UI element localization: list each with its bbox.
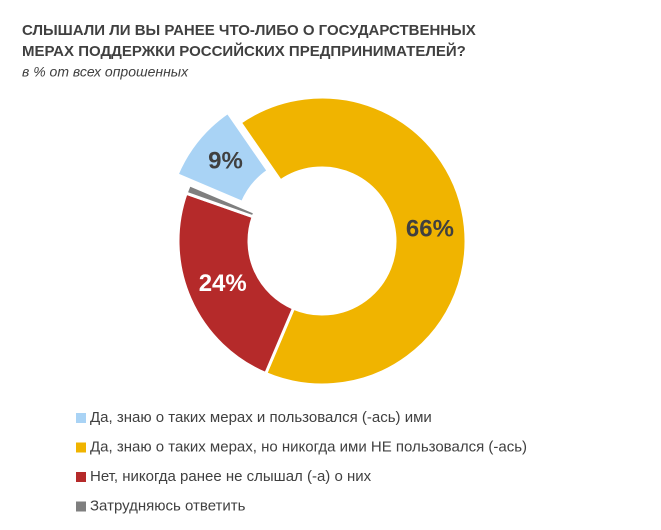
legend-swatch <box>76 413 86 423</box>
legend-label: Да, знаю о таких мерах и пользовался (-а… <box>90 409 432 426</box>
legend-swatch <box>76 472 86 482</box>
donut-slice <box>175 110 271 205</box>
legend-swatch <box>76 501 86 512</box>
chart-title: СЛЫШАЛИ ЛИ ВЫ РАНЕЕ ЧТО-ЛИБО О ГОСУДАРСТ… <box>22 22 476 39</box>
donut-slice <box>176 191 296 376</box>
value-label: 66% <box>406 215 454 242</box>
legend-label: Затрудняюсь ответить <box>90 497 246 514</box>
chart-subtitle: в % от всех опрошенных <box>22 64 189 80</box>
legend-swatch <box>76 442 86 453</box>
donut-slice <box>184 182 257 219</box>
legend-label: Нет, никогда ранее не слышал (-а) о них <box>90 468 372 485</box>
value-label: 9% <box>208 148 243 175</box>
donut-slice <box>238 95 468 387</box>
value-label: 24% <box>199 270 247 297</box>
chart-title: МЕРАХ ПОДДЕРЖКИ РОССИЙСКИХ ПРЕДПРИНИМАТЕ… <box>22 42 466 60</box>
legend-label: Да, знаю о таких мерах, но никогда ими Н… <box>90 438 527 455</box>
